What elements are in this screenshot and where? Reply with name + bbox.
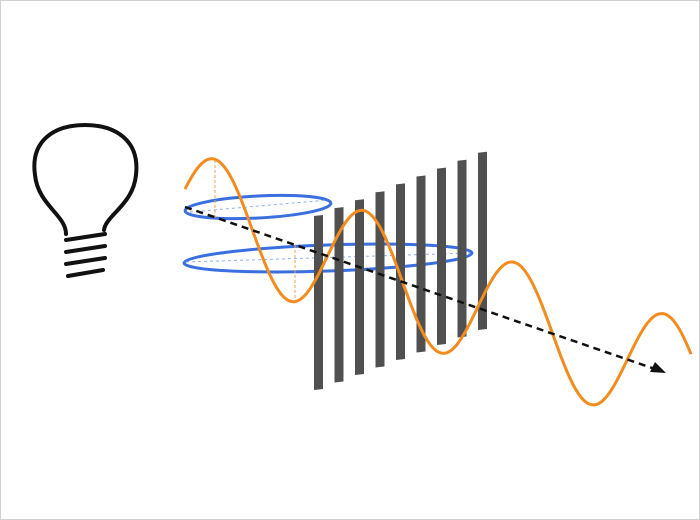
blue-ellipse	[182, 242, 474, 274]
polarizer-bar	[396, 183, 405, 360]
propagation-axis	[184, 205, 656, 371]
unpolarized-light	[182, 193, 474, 274]
orange-guides	[214, 160, 296, 300]
bulb-thread	[64, 232, 107, 242]
polarizer-bar	[334, 207, 344, 383]
polarizer-bar	[437, 167, 446, 345]
polarizer-bar	[314, 215, 323, 390]
guide-line	[189, 199, 329, 213]
light-bulb	[32, 122, 139, 278]
blue-ellipse	[183, 193, 333, 221]
bulb-thread	[66, 268, 105, 278]
bulb-glass	[32, 122, 139, 236]
bulb-thread	[64, 244, 107, 254]
polarizer-bar	[416, 175, 426, 353]
arrow-head	[650, 362, 666, 373]
polarizer-bar	[355, 199, 364, 375]
bulb-thread	[64, 256, 107, 266]
polarizer	[314, 151, 487, 390]
polarizer-bar	[478, 151, 487, 330]
polarizer-bar	[375, 191, 385, 368]
polarizer-bar	[457, 159, 467, 338]
polarized-wave	[183, 157, 693, 407]
